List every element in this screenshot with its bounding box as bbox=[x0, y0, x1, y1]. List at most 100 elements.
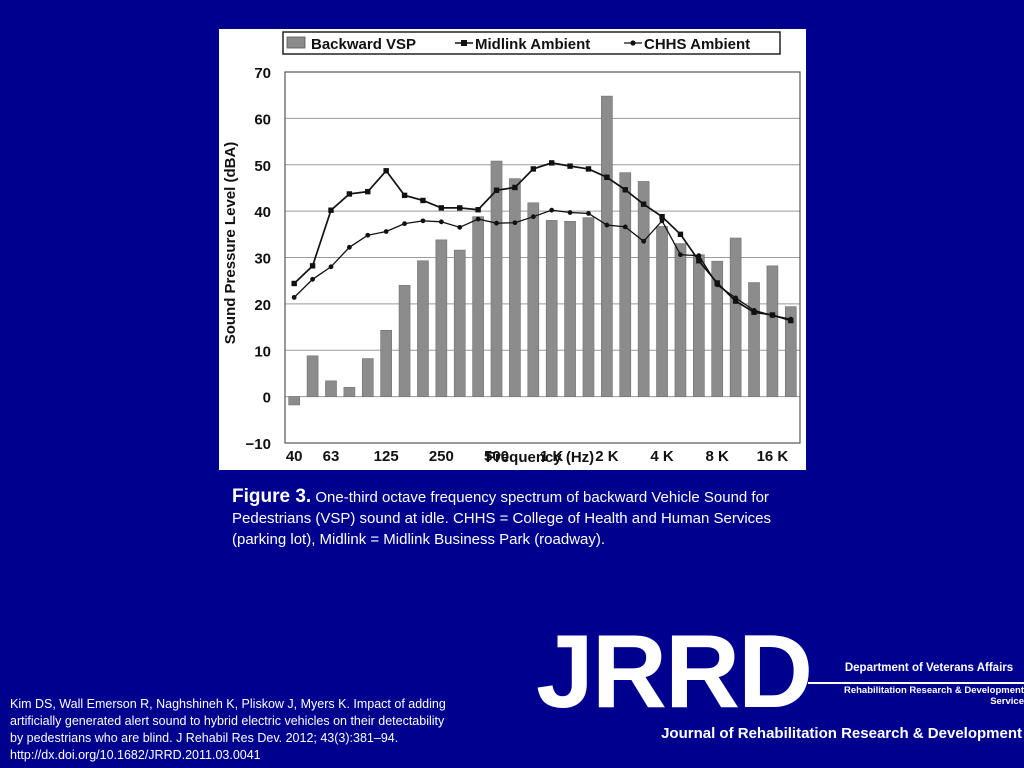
x-tick-label: 2 K bbox=[595, 448, 619, 465]
bar-backward-vsp bbox=[509, 178, 521, 397]
legend-marker-midlink bbox=[461, 40, 467, 46]
point-midlink bbox=[696, 258, 702, 264]
x-axis-title: Frequency (Hz) bbox=[486, 449, 594, 466]
bar-backward-vsp bbox=[766, 265, 779, 397]
point-midlink bbox=[309, 263, 316, 269]
point-midlink bbox=[383, 168, 389, 174]
line-midlink bbox=[293, 162, 792, 322]
y-tick-label: 0 bbox=[263, 390, 271, 407]
y-tick-label: 70 bbox=[254, 65, 271, 82]
point-chhs bbox=[659, 218, 665, 224]
y-tick-label: 50 bbox=[254, 158, 271, 175]
bar-backward-vsp bbox=[693, 254, 705, 397]
point-chhs bbox=[549, 207, 555, 213]
legend-swatch-backward-vsp bbox=[286, 36, 306, 49]
bar-backward-vsp bbox=[784, 306, 797, 397]
bar-backward-vsp bbox=[490, 160, 503, 397]
citation-line: artificially generated alert sound to hy… bbox=[10, 714, 445, 728]
point-midlink bbox=[328, 207, 334, 213]
x-tick-label: 40 bbox=[286, 448, 303, 465]
point-chhs bbox=[696, 253, 702, 259]
point-midlink bbox=[291, 280, 297, 287]
point-chhs bbox=[770, 313, 775, 318]
logo-divider bbox=[808, 682, 1024, 684]
point-chhs bbox=[641, 238, 647, 244]
chart-svg: Backward VSP Midlink Ambient CHHS Ambien… bbox=[222, 31, 801, 466]
citation-line: by pedestrians who are blind. J Rehabil … bbox=[10, 731, 399, 745]
x-tick-label: 63 bbox=[323, 448, 340, 465]
bar-backward-vsp bbox=[619, 172, 632, 397]
point-chhs bbox=[567, 210, 573, 215]
citation-doi-link[interactable]: http://dx.doi.org/10.1682/JRRD.2011.03.0… bbox=[10, 748, 261, 762]
bar-backward-vsp bbox=[417, 260, 429, 397]
legend-label-chhs: CHHS Ambient bbox=[644, 36, 750, 53]
point-midlink bbox=[346, 191, 353, 197]
point-chhs bbox=[310, 276, 315, 282]
point-midlink bbox=[604, 174, 610, 180]
bar-backward-vsp bbox=[656, 226, 668, 397]
bar-series-backward-vsp bbox=[288, 95, 797, 406]
point-midlink bbox=[365, 188, 371, 195]
point-chhs bbox=[494, 220, 499, 226]
y-tick-label: −10 bbox=[246, 436, 271, 453]
figure-label: Figure 3. bbox=[232, 486, 312, 507]
plot-axes: −10 0 10 20 30 40 50 60 70 40 63 125 250 500 1 K 2 K 4 K… bbox=[246, 65, 801, 465]
bar-backward-vsp bbox=[398, 285, 411, 397]
point-chhs bbox=[346, 244, 352, 250]
point-chhs bbox=[714, 282, 720, 288]
legend-label-backward-vsp: Backward VSP bbox=[311, 36, 416, 53]
point-chhs bbox=[586, 211, 591, 216]
point-midlink bbox=[457, 205, 463, 211]
bar-backward-vsp bbox=[674, 243, 687, 397]
y-tick-label: 60 bbox=[254, 111, 271, 128]
legend-box bbox=[282, 31, 781, 55]
point-chhs bbox=[678, 252, 683, 258]
plot-frame bbox=[284, 71, 801, 444]
bar-backward-vsp bbox=[343, 387, 356, 397]
legend-marker-chhs bbox=[630, 40, 636, 46]
x-tick-label: 250 bbox=[429, 448, 454, 465]
x-tick-label: 1 K bbox=[540, 448, 564, 465]
bar-backward-vsp bbox=[748, 282, 760, 397]
point-midlink bbox=[512, 184, 518, 191]
bar-backward-vsp bbox=[306, 355, 319, 397]
bar-backward-vsp bbox=[527, 202, 540, 397]
jrrd-logo: JRRD Department of Veterans Affairs Reha… bbox=[530, 620, 1024, 762]
point-chhs bbox=[383, 229, 389, 234]
citation: Kim DS, Wall Emerson R, Naghshineh K, Pl… bbox=[10, 696, 520, 764]
point-midlink bbox=[585, 166, 592, 172]
point-midlink bbox=[677, 231, 684, 238]
bar-backward-vsp bbox=[711, 260, 724, 397]
point-midlink bbox=[475, 207, 481, 213]
point-midlink bbox=[622, 187, 628, 193]
point-midlink bbox=[732, 298, 739, 304]
chart-figure: Backward VSP Midlink Ambient CHHS Ambien… bbox=[219, 29, 806, 470]
y-tick-label: 10 bbox=[254, 343, 271, 360]
legend: Backward VSP Midlink Ambient CHHS Ambien… bbox=[282, 31, 781, 55]
bar-backward-vsp bbox=[545, 220, 558, 397]
point-chhs bbox=[291, 294, 297, 300]
point-midlink bbox=[493, 187, 500, 193]
point-midlink bbox=[420, 197, 426, 204]
line-series bbox=[291, 160, 794, 324]
point-midlink bbox=[438, 205, 445, 211]
x-tick-label: 4 K bbox=[650, 448, 674, 465]
y-tick-label: 30 bbox=[254, 251, 271, 268]
bar-backward-vsp bbox=[361, 358, 374, 397]
citation-line: Kim DS, Wall Emerson R, Naghshineh K, Pl… bbox=[10, 697, 446, 711]
figure-caption-text: One-third octave frequency spectrum of b… bbox=[232, 489, 772, 548]
point-chhs bbox=[733, 295, 739, 301]
point-chhs bbox=[365, 232, 371, 238]
point-chhs bbox=[328, 264, 334, 270]
bar-backward-vsp bbox=[601, 95, 613, 397]
point-midlink bbox=[567, 163, 573, 169]
bar-backward-vsp bbox=[582, 217, 595, 397]
logo-full-name: Journal of Rehabilitation Research & Dev… bbox=[661, 725, 1022, 742]
bar-backward-vsp bbox=[637, 181, 650, 397]
point-chhs bbox=[457, 224, 463, 230]
point-chhs bbox=[420, 218, 426, 224]
point-midlink bbox=[548, 160, 555, 166]
y-axis-title: Sound Pressure Level (dBA) bbox=[222, 142, 239, 345]
point-chhs bbox=[751, 307, 757, 313]
point-chhs bbox=[788, 316, 794, 322]
